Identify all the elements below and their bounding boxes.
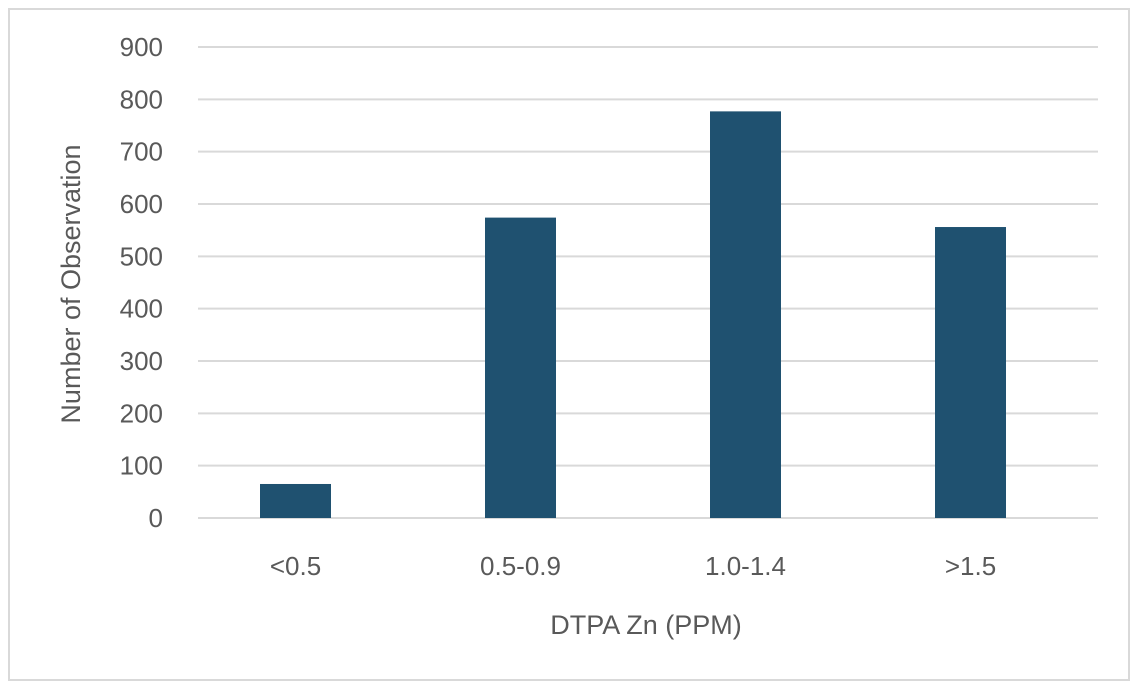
- bar: [710, 111, 781, 519]
- y-tick-labels: 0 100 200 300 400 500 600 700 800 900: [120, 32, 163, 533]
- bar: [485, 217, 556, 518]
- x-tick-label: >1.5: [945, 551, 996, 581]
- x-axis-title: DTPA Zn (PPM): [550, 610, 742, 640]
- bar: [935, 227, 1006, 518]
- x-tick-label: 0.5-0.9: [480, 551, 561, 581]
- y-tick-label: 200: [120, 398, 163, 428]
- x-tick-labels: <0.5 0.5-0.9 1.0-1.4 >1.5: [270, 551, 996, 581]
- y-tick-label: 800: [120, 84, 163, 114]
- y-tick-label: 400: [120, 294, 163, 324]
- y-tick-label: 600: [120, 189, 163, 219]
- x-tick-label: 1.0-1.4: [705, 551, 786, 581]
- y-axis-title: Number of Observation: [56, 144, 86, 423]
- y-tick-label: 100: [120, 451, 163, 481]
- bars: [260, 111, 1006, 519]
- bar: [260, 483, 331, 518]
- y-tick-label: 0: [149, 503, 163, 533]
- y-tick-label: 500: [120, 241, 163, 271]
- x-tick-label: <0.5: [270, 551, 321, 581]
- y-tick-label: 700: [120, 137, 163, 167]
- y-tick-label: 300: [120, 346, 163, 376]
- y-tick-label: 900: [120, 32, 163, 62]
